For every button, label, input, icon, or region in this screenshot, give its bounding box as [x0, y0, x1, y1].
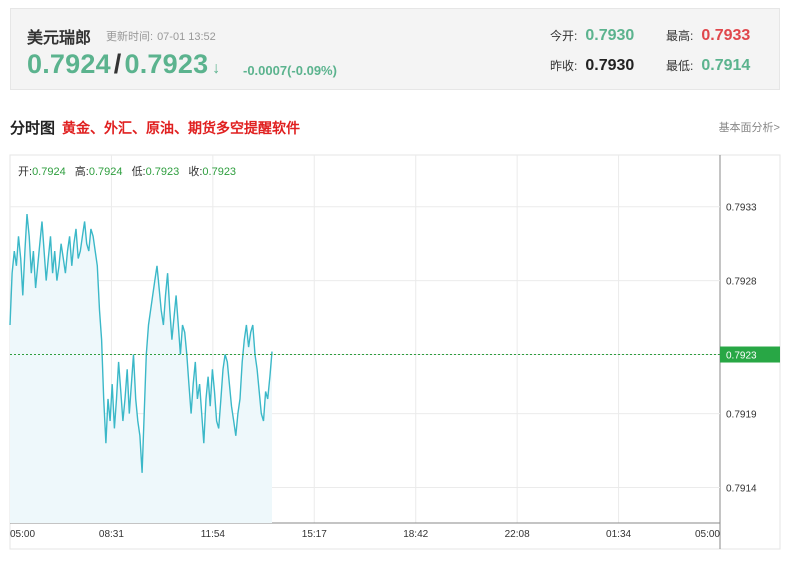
stat-low: 最低: 0.7914 [666, 57, 750, 75]
update-time-label: 更新时间: [106, 31, 154, 43]
ohlc-high-value: 0.7924 [89, 166, 123, 178]
ohlc-close-label: 收: [188, 164, 202, 178]
price-change: -0.0007(-0.09%) [243, 63, 337, 78]
x-tick-label: 08:31 [99, 529, 124, 540]
quote-panel: 美元瑞郎 更新时间: 07-01 13:52 0.7924/0.7923 ↓ -0.… [10, 8, 780, 90]
price-line [9, 214, 273, 473]
stat-open-value: 0.7930 [585, 27, 635, 44]
ask-price: 0.7923 [124, 49, 209, 79]
update-time-value: 07-01 13:52 [157, 31, 216, 43]
chart-tab-intraday[interactable]: 分时图 [10, 120, 56, 137]
ohlc-high-label: 高: [75, 164, 89, 178]
intraday-chart: 0.7933 0.7928 0.7923 0.7919 0.7914 05:00 08:3… [0, 145, 800, 570]
price-separator: / [113, 49, 122, 79]
chart-header: 分时图 黄金、外汇、原油、期货多空提醒软件 基本面分析> [10, 115, 780, 139]
current-price-badge-text: 0.7923 [726, 351, 757, 362]
ohlc-open-value: 0.7924 [32, 166, 66, 178]
stat-high: 最高: 0.7933 [666, 27, 750, 45]
stat-high-label: 最高: [666, 29, 694, 43]
x-tick-label: 18:42 [403, 529, 428, 540]
stat-prev-close: 昨收: 0.7930 [550, 57, 634, 75]
x-tick-label: 22:08 [505, 529, 530, 540]
ohlc-close-value: 0.7923 [202, 166, 236, 178]
alert-software-link[interactable]: 黄金、外汇、原油、期货多空提醒软件 [62, 120, 300, 136]
instrument-name: 美元瑞郎 [27, 30, 92, 47]
x-axis-ticks: 05:00 08:31 11:54 15:17 18:42 22:08 01:34 05:00 [10, 529, 720, 540]
ohlc-open-label: 开: [18, 166, 32, 178]
ohlc-low-value: 0.7923 [146, 166, 180, 178]
stat-prev-close-label: 昨收: [550, 59, 578, 73]
x-tick-label: 05:00 [695, 529, 720, 540]
x-tick-label: 11:54 [201, 529, 226, 540]
current-price-badge: 0.7923 [720, 346, 780, 363]
ohlc-low-label: 低: [132, 165, 146, 178]
stat-low-value: 0.7914 [701, 57, 751, 74]
current-price: 0.7924/0.7923 ↓ [27, 49, 221, 80]
x-tick-label: 01:34 [606, 529, 631, 540]
stat-high-value: 0.7933 [701, 27, 751, 44]
stat-prev-close-value: 0.7930 [585, 57, 635, 74]
y-tick-label: 0.7933 [726, 203, 757, 214]
fundamental-analysis-link[interactable]: 基本面分析> [718, 122, 780, 134]
y-tick-label: 0.7928 [726, 277, 757, 288]
intraday-chart-svg: 0.7933 0.7928 0.7923 0.7919 0.7914 05:00 08:3… [9, 154, 781, 550]
x-tick-label: 15:17 [302, 529, 327, 540]
ohlc-readout: 开:0.7924 高:0.7924 低:0.7923 收:0.7923 [18, 164, 236, 178]
bid-price: 0.7924 [27, 49, 111, 79]
stat-low-label: 最低: [666, 59, 694, 73]
update-time: 更新时间: 07-01 13:52 [106, 28, 220, 44]
y-tick-label: 0.7914 [726, 484, 757, 495]
stat-open: 今开: 0.7930 [550, 27, 634, 45]
stat-open-label: 今开: [550, 29, 578, 43]
y-tick-label: 0.7919 [726, 410, 757, 421]
down-arrow-icon: ↓ [212, 60, 221, 77]
price-area [10, 214, 272, 523]
current-price-badge-bg [720, 346, 780, 363]
x-tick-label: 05:00 [10, 529, 35, 540]
